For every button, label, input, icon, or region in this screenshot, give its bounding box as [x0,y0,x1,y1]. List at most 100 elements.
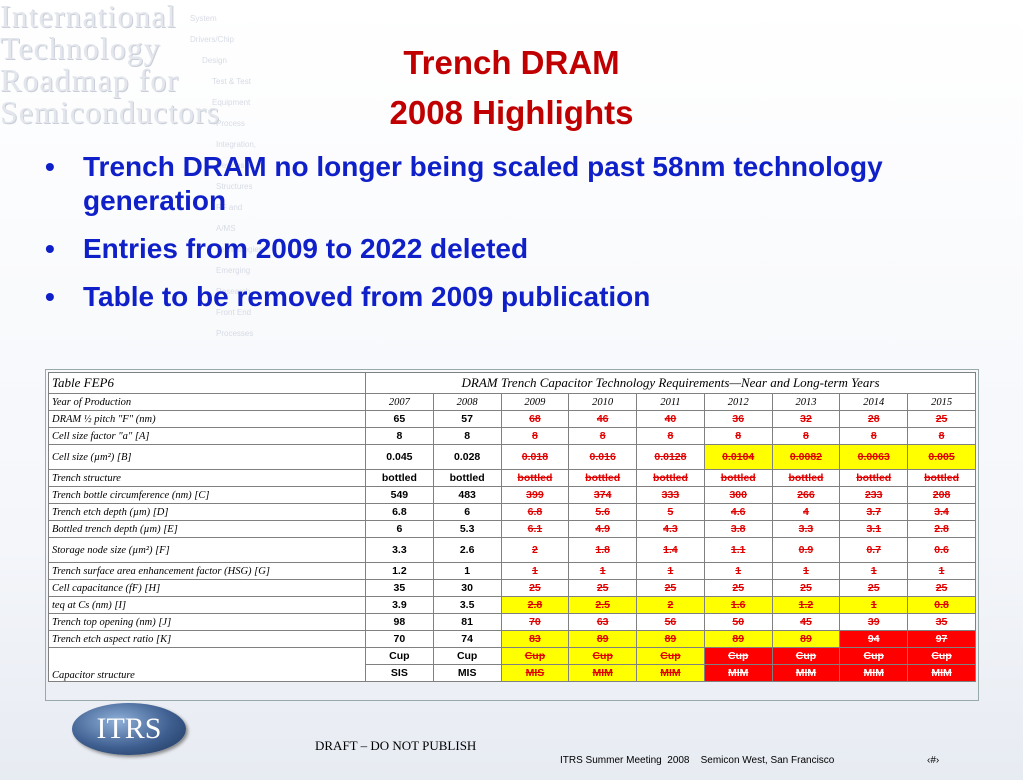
value-cell: bottled [636,469,705,487]
value-cell: Cup [432,647,502,665]
table-row: Trench surface area enhancement factor (… [48,562,976,580]
value-cell: 0.9 [771,537,841,563]
value-cell: 2 [636,596,705,614]
value-cell: MIM [907,664,976,682]
value-cell: 3.8 [703,520,773,538]
value-cell: 374 [568,486,638,504]
value-cell: bottled [907,469,976,487]
value-cell: 3.3 [771,520,841,538]
value-cell: 1.4 [636,537,705,563]
value-cell: 6.1 [500,520,570,538]
value-cell: 0.8 [907,596,976,614]
value-cell: 266 [771,486,841,504]
value-cell: 0.016 [568,444,638,470]
row-label: DRAM ½ pitch "F" (nm) [48,410,366,428]
value-cell: 70 [365,630,434,648]
row-label: Cell size (µm²) [B] [48,444,366,470]
value-cell: SIS [365,664,434,682]
bullet-item: • Entries from 2009 to 2022 deleted [45,232,975,266]
row-label: Storage node size (µm²) [F] [48,537,366,563]
value-cell: Cup [907,647,976,665]
table-row: Trench structure bottled bottled bottled bot… [48,469,976,487]
row-label: Trench etch aspect ratio [K] [48,630,366,648]
value-cell: Cup [636,647,705,665]
row-label: Year of Production [48,393,366,411]
value-cell: bottled [839,469,909,487]
table-name: Table FEP6 [48,372,366,394]
value-cell: 333 [636,486,705,504]
value-cell: 3.9 [365,596,434,614]
value-cell: 8 [771,427,841,445]
value-cell: 25 [771,579,841,597]
bullet-text: Trench DRAM no longer being scaled past … [83,151,883,216]
watermark-items: System Drivers/Chip Design Test & Test E… [190,8,263,344]
value-cell: bottled [771,469,841,487]
bullet-list: • Trench DRAM no longer being scaled pas… [45,150,975,328]
value-cell: 8 [568,427,638,445]
value-cell: 4 [771,503,841,521]
value-cell: 0.005 [907,444,976,470]
value-cell: 208 [907,486,976,504]
value-cell: 65 [365,410,434,428]
row-label: Trench bottle circumference (nm) [C] [48,486,366,504]
value-cell: 8 [500,427,570,445]
value-cell: 3.7 [839,503,909,521]
value-cell: 39 [839,613,909,631]
value-cell: 5.6 [568,503,638,521]
bullet-dot-icon: • [45,281,55,312]
table-row: SIS MIS MIS MIM MIM MIM MIM MIM MIM [49,664,976,682]
year-cell: 2015 [907,393,976,411]
table-row: Capacitor structure Cup Cup Cup Cup Cup Cup Cup… [48,647,976,682]
table-row: Trench bottle circumference (nm) [C] 549 4… [48,486,976,504]
watermark-line: Semiconductors [0,94,221,130]
value-cell: 89 [703,630,773,648]
value-cell: 4.6 [703,503,773,521]
table-row: Trench etch depth (µm) [D] 6.8 6 6.8 5.6 5 4.6… [48,503,976,521]
value-cell: 483 [432,486,502,504]
value-cell: 1.1 [703,537,773,563]
value-cell: 8 [365,427,434,445]
value-cell: 5 [636,503,705,521]
value-cell: 0.6 [907,537,976,563]
watermark-item: Design [202,56,227,65]
year-cell: 2013 [771,393,841,411]
value-cell: 97 [907,630,976,648]
value-cell: 0.018 [500,444,570,470]
row-label: Cell capacitance (fF) [H] [48,579,366,597]
row-label: Cell size factor "a" [A] [48,427,366,445]
value-cell: 0.0104 [703,444,773,470]
value-cell: 2.6 [432,537,502,563]
value-cell: 1.6 [703,596,773,614]
value-cell: 35 [365,579,434,597]
watermark-item: Emerging Research [216,266,251,296]
value-cell: 233 [839,486,909,504]
row-label: Trench etch depth (µm) [D] [48,503,366,521]
value-cell: 40 [636,410,705,428]
value-cell: bottled [703,469,773,487]
value-cell: 6.8 [365,503,434,521]
value-cell: Cup [365,647,434,665]
value-cell: 8 [839,427,909,445]
bullet-dot-icon: • [45,233,55,264]
value-cell: 1 [839,562,909,580]
value-cell: 0.045 [365,444,434,470]
value-cell: 1 [839,596,909,614]
value-cell: 25 [839,579,909,597]
footer-text: ITRS Summer Meeting 2008 Semicon West, S… [560,755,835,766]
row-label: Capacitor structure [48,647,366,682]
value-cell: 2.8 [907,520,976,538]
table-row: Cell size factor "a" [A] 8 8 8 8 8 8 8 8 8 [48,427,976,445]
value-cell: 0.028 [432,444,502,470]
value-cell: MIS [432,664,502,682]
draft-notice: DRAFT – DO NOT PUBLISH [315,738,477,753]
itrs-logo: ITRS [72,703,186,755]
value-cell: 50 [703,613,773,631]
bullet-item: • Table to be removed from 2009 publicat… [45,280,975,314]
value-cell: MIM [703,664,773,682]
slide-title-line2: 2008 Highlights [389,94,634,131]
watermark-item: RF and A/MS Technologies [216,203,263,254]
value-cell: MIM [636,664,705,682]
row-label: Trench structure [48,469,366,487]
row-label: teq at Cs (nm) [I] [48,596,366,614]
itrs-watermark: International Technology Roadmap for Sem… [0,0,263,338]
